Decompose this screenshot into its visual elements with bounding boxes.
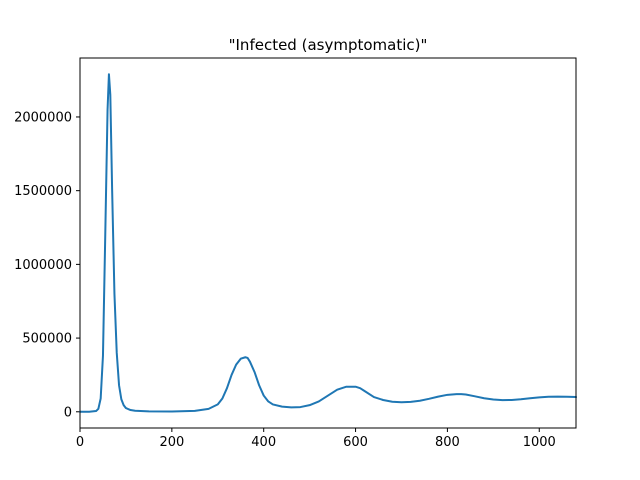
plot-area: 0 200 400 600 800 1000 0 500000 1000000 1500000 20… <box>14 73 577 450</box>
y-tick-label: 0 <box>64 405 72 420</box>
y-tick-label: 1000000 <box>14 258 72 273</box>
y-tick-label: 500000 <box>22 332 72 347</box>
y-tick-label: 1500000 <box>14 184 72 199</box>
x-tick-label: 1000 <box>523 435 556 450</box>
y-tick-label: 2000000 <box>14 110 72 125</box>
x-tick-label: 200 <box>159 435 184 450</box>
x-tick-label: 800 <box>435 435 460 450</box>
plot-frame <box>79 57 577 429</box>
chart-title: "Infected (asymptomatic)" <box>229 36 428 54</box>
series-line-0 <box>79 73 577 413</box>
x-tick-label: 0 <box>76 435 84 450</box>
x-tick-label: 400 <box>251 435 276 450</box>
x-tick-label: 600 <box>343 435 368 450</box>
